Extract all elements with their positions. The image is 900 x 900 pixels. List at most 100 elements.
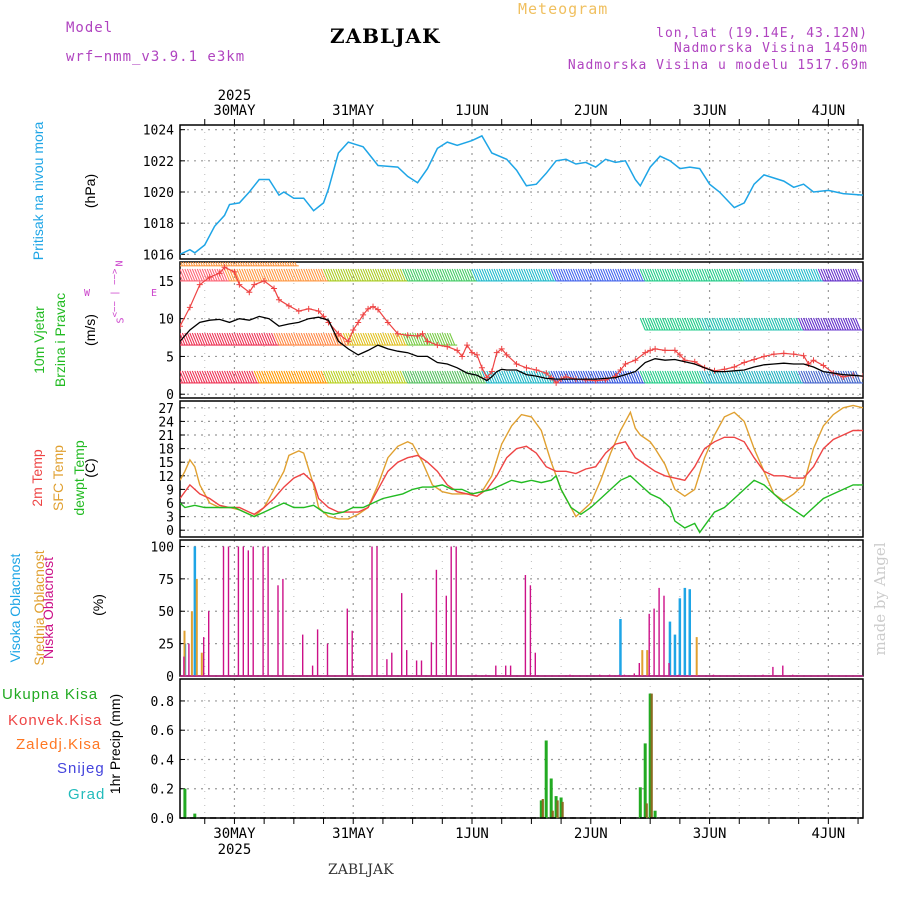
clouds-ytick-label: 0 <box>166 670 174 685</box>
cloud-low-bar <box>663 595 665 676</box>
wind-barb-band <box>738 268 824 282</box>
precip-ytick-label: 0.6 <box>151 724 174 739</box>
cloud-low-bar <box>450 546 452 676</box>
gust-marker <box>251 281 258 288</box>
model-label: Model <box>66 20 114 36</box>
wind-barb-band <box>273 332 349 346</box>
cloud-low-bar <box>188 643 190 676</box>
cloud-low-bar <box>772 666 774 676</box>
gust-marker <box>647 347 654 354</box>
model-value: wrf−nmm_v3.9.1 e3km <box>66 49 246 65</box>
cloud-mid-bar <box>190 611 193 676</box>
cloud-low-bar <box>668 663 670 676</box>
top-day-label: 1JUN <box>455 103 489 119</box>
temperature-ytick-label: 18 <box>158 443 174 458</box>
wind-barb-band <box>639 268 745 282</box>
legend-freezing-rain: Zaledj.Kisa <box>16 736 102 753</box>
gust-marker <box>582 376 589 383</box>
cloud-mid-bar <box>641 650 644 676</box>
cloud-high-bar <box>683 587 687 676</box>
precip-ytick-label: 0.0 <box>151 812 174 827</box>
cloud-low-bar <box>311 665 314 676</box>
cloud-low-bar <box>262 546 264 676</box>
precip-conv-bar <box>556 800 559 818</box>
gust-marker <box>196 281 203 288</box>
bottom-day-label: 3JUN <box>693 826 727 842</box>
gust-marker <box>350 327 357 333</box>
cloud-low-bar <box>633 673 635 676</box>
gust-marker <box>305 305 312 312</box>
temperature-ytick-label: 21 <box>158 429 174 444</box>
cloud-low-bar <box>252 546 254 676</box>
cloud-low-bar <box>599 674 601 676</box>
precip-total-bar <box>653 810 657 818</box>
legend-convective-rain: Konvek.Kisa <box>8 712 103 729</box>
precip-total-bar <box>539 800 543 818</box>
cloud-high-bar <box>673 634 677 676</box>
gust-marker <box>488 368 495 375</box>
pressure-ytick-label: 1024 <box>143 124 174 139</box>
wind-barb-band <box>402 370 487 384</box>
precip-total-bar <box>193 813 197 818</box>
clouds-ytick-label: 75 <box>158 573 174 588</box>
precip-panel-frame <box>179 678 864 819</box>
gust-marker <box>216 270 223 277</box>
cloud-mid-bar <box>695 637 698 676</box>
sfc-temp-line <box>180 404 863 520</box>
top-day-label: 30MAY <box>213 103 256 119</box>
gust-marker <box>548 374 555 381</box>
wind-barb-band <box>322 370 408 384</box>
gust-marker <box>622 361 629 367</box>
wind-barb-band <box>550 268 646 282</box>
gust-marker <box>662 347 669 354</box>
gust-marker <box>503 351 510 358</box>
gust-marker <box>523 364 530 371</box>
precip-conv-bar <box>541 799 544 818</box>
cloud-low-bar <box>346 608 348 676</box>
gust-marker <box>315 308 322 315</box>
precip-total-bar <box>648 693 652 818</box>
temperature-ytick-label: 15 <box>158 456 174 471</box>
cloud-low-bar <box>648 613 650 676</box>
cloud-low-bar <box>475 674 477 676</box>
precip-conv-bar <box>561 801 564 818</box>
wind-barb-band <box>402 268 477 282</box>
top-year-label: 2025 <box>218 88 252 104</box>
cloud-high-bar <box>668 621 672 676</box>
top-day-label: 31MAY <box>332 103 375 119</box>
cloud-low-bar <box>242 546 244 676</box>
temp2m-line <box>180 429 863 516</box>
wind-ytick-label: 0 <box>166 388 174 403</box>
cloud-low-bar <box>420 660 423 676</box>
top-day-label: 4JUN <box>811 103 845 119</box>
precip-ytick-label: 0.4 <box>151 753 175 768</box>
gust-marker <box>800 352 807 359</box>
gust-marker <box>384 319 391 326</box>
precip-conv-bar <box>650 693 653 818</box>
lonlat-text: lon,lat (19.14E, 43.12N) <box>656 26 868 41</box>
cloud-low-bar <box>762 674 764 676</box>
cloud-low-bar <box>351 630 353 676</box>
cloud-low-bar <box>302 634 304 676</box>
wind-barb-band <box>639 317 705 331</box>
cloud-low-bar <box>509 665 512 676</box>
gust-marker <box>424 338 431 345</box>
precip-total-bar <box>544 740 548 818</box>
gust-marker <box>543 370 550 377</box>
gust-marker <box>295 308 302 315</box>
wind-barb-band <box>699 370 804 384</box>
temperature-panel-frame <box>179 400 864 538</box>
gust-marker <box>731 364 738 371</box>
cloud-low-bar <box>485 674 487 676</box>
cloud-low-bar <box>782 665 784 676</box>
cloud-low-bar <box>495 665 497 676</box>
gust-marker <box>473 351 480 358</box>
bottom-day-label: 1JUN <box>455 826 489 842</box>
bottom-day-label: 4JUN <box>811 826 845 842</box>
precip-conv-bar <box>645 803 648 818</box>
clouds-ytick-label: 25 <box>158 638 174 653</box>
cloud-low-bar <box>222 546 225 676</box>
gust-marker <box>374 306 381 313</box>
gust-marker <box>780 350 787 357</box>
precip-total-bar <box>549 778 553 818</box>
